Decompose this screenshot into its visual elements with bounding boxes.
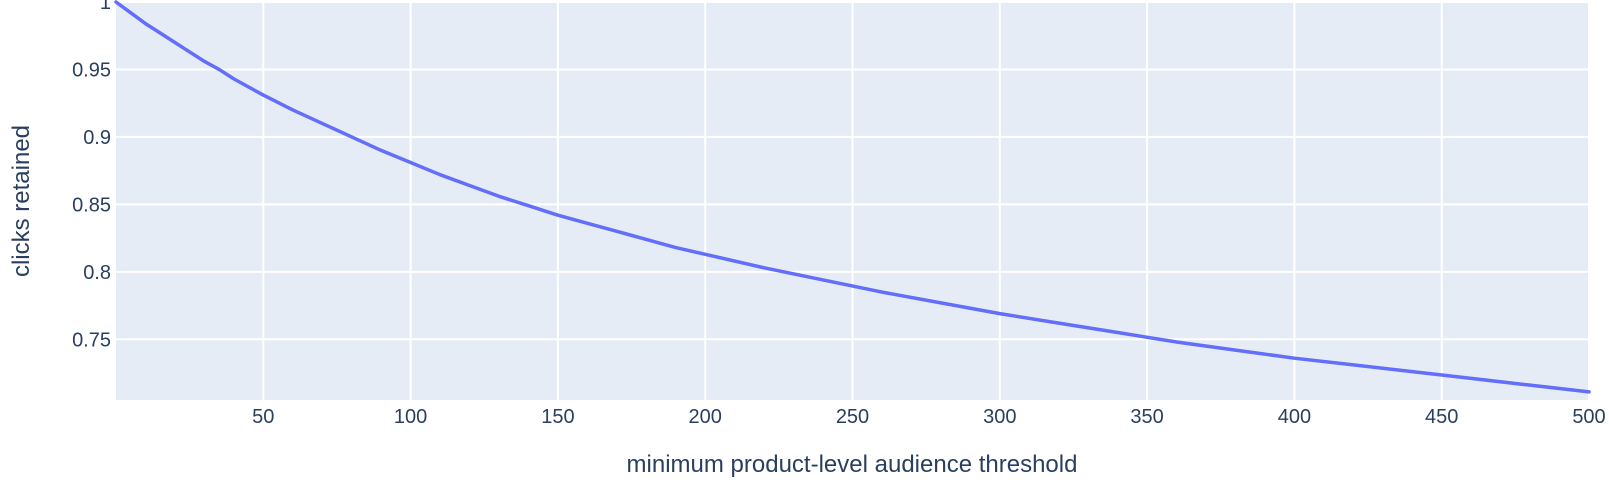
y-axis-title: clicks retained xyxy=(8,125,35,277)
x-tick-label: 450 xyxy=(1425,406,1458,428)
y-tick-label: 0.8 xyxy=(83,262,111,284)
x-tick-label: 250 xyxy=(836,406,869,428)
y-tick-label: 0.95 xyxy=(72,59,111,81)
y-tick-label: 0.9 xyxy=(83,127,111,149)
y-tick-label: 1 xyxy=(100,0,111,14)
x-tick-label: 500 xyxy=(1572,406,1605,428)
x-gridlines xyxy=(262,2,1590,400)
x-tick-label: 150 xyxy=(541,406,574,428)
x-tick-label: 300 xyxy=(983,406,1016,428)
y-tick-label: 0.85 xyxy=(72,194,111,216)
y-axis-ticks: 0.75 0.8 0.85 0.9 0.95 1 xyxy=(72,0,111,351)
x-tick-label: 400 xyxy=(1278,406,1311,428)
x-axis-title: minimum product-level audience threshold xyxy=(627,451,1078,478)
y-tick-label: 0.75 xyxy=(72,329,111,351)
x-tick-label: 50 xyxy=(252,406,274,428)
series-line xyxy=(114,0,1591,394)
x-tick-label: 100 xyxy=(394,406,427,428)
x-tick-label: 350 xyxy=(1130,406,1163,428)
x-tick-label: 200 xyxy=(689,406,722,428)
x-axis-ticks: 50 100 150 200 250 300 350 400 450 500 xyxy=(252,406,1606,428)
series-layer xyxy=(114,0,1591,394)
